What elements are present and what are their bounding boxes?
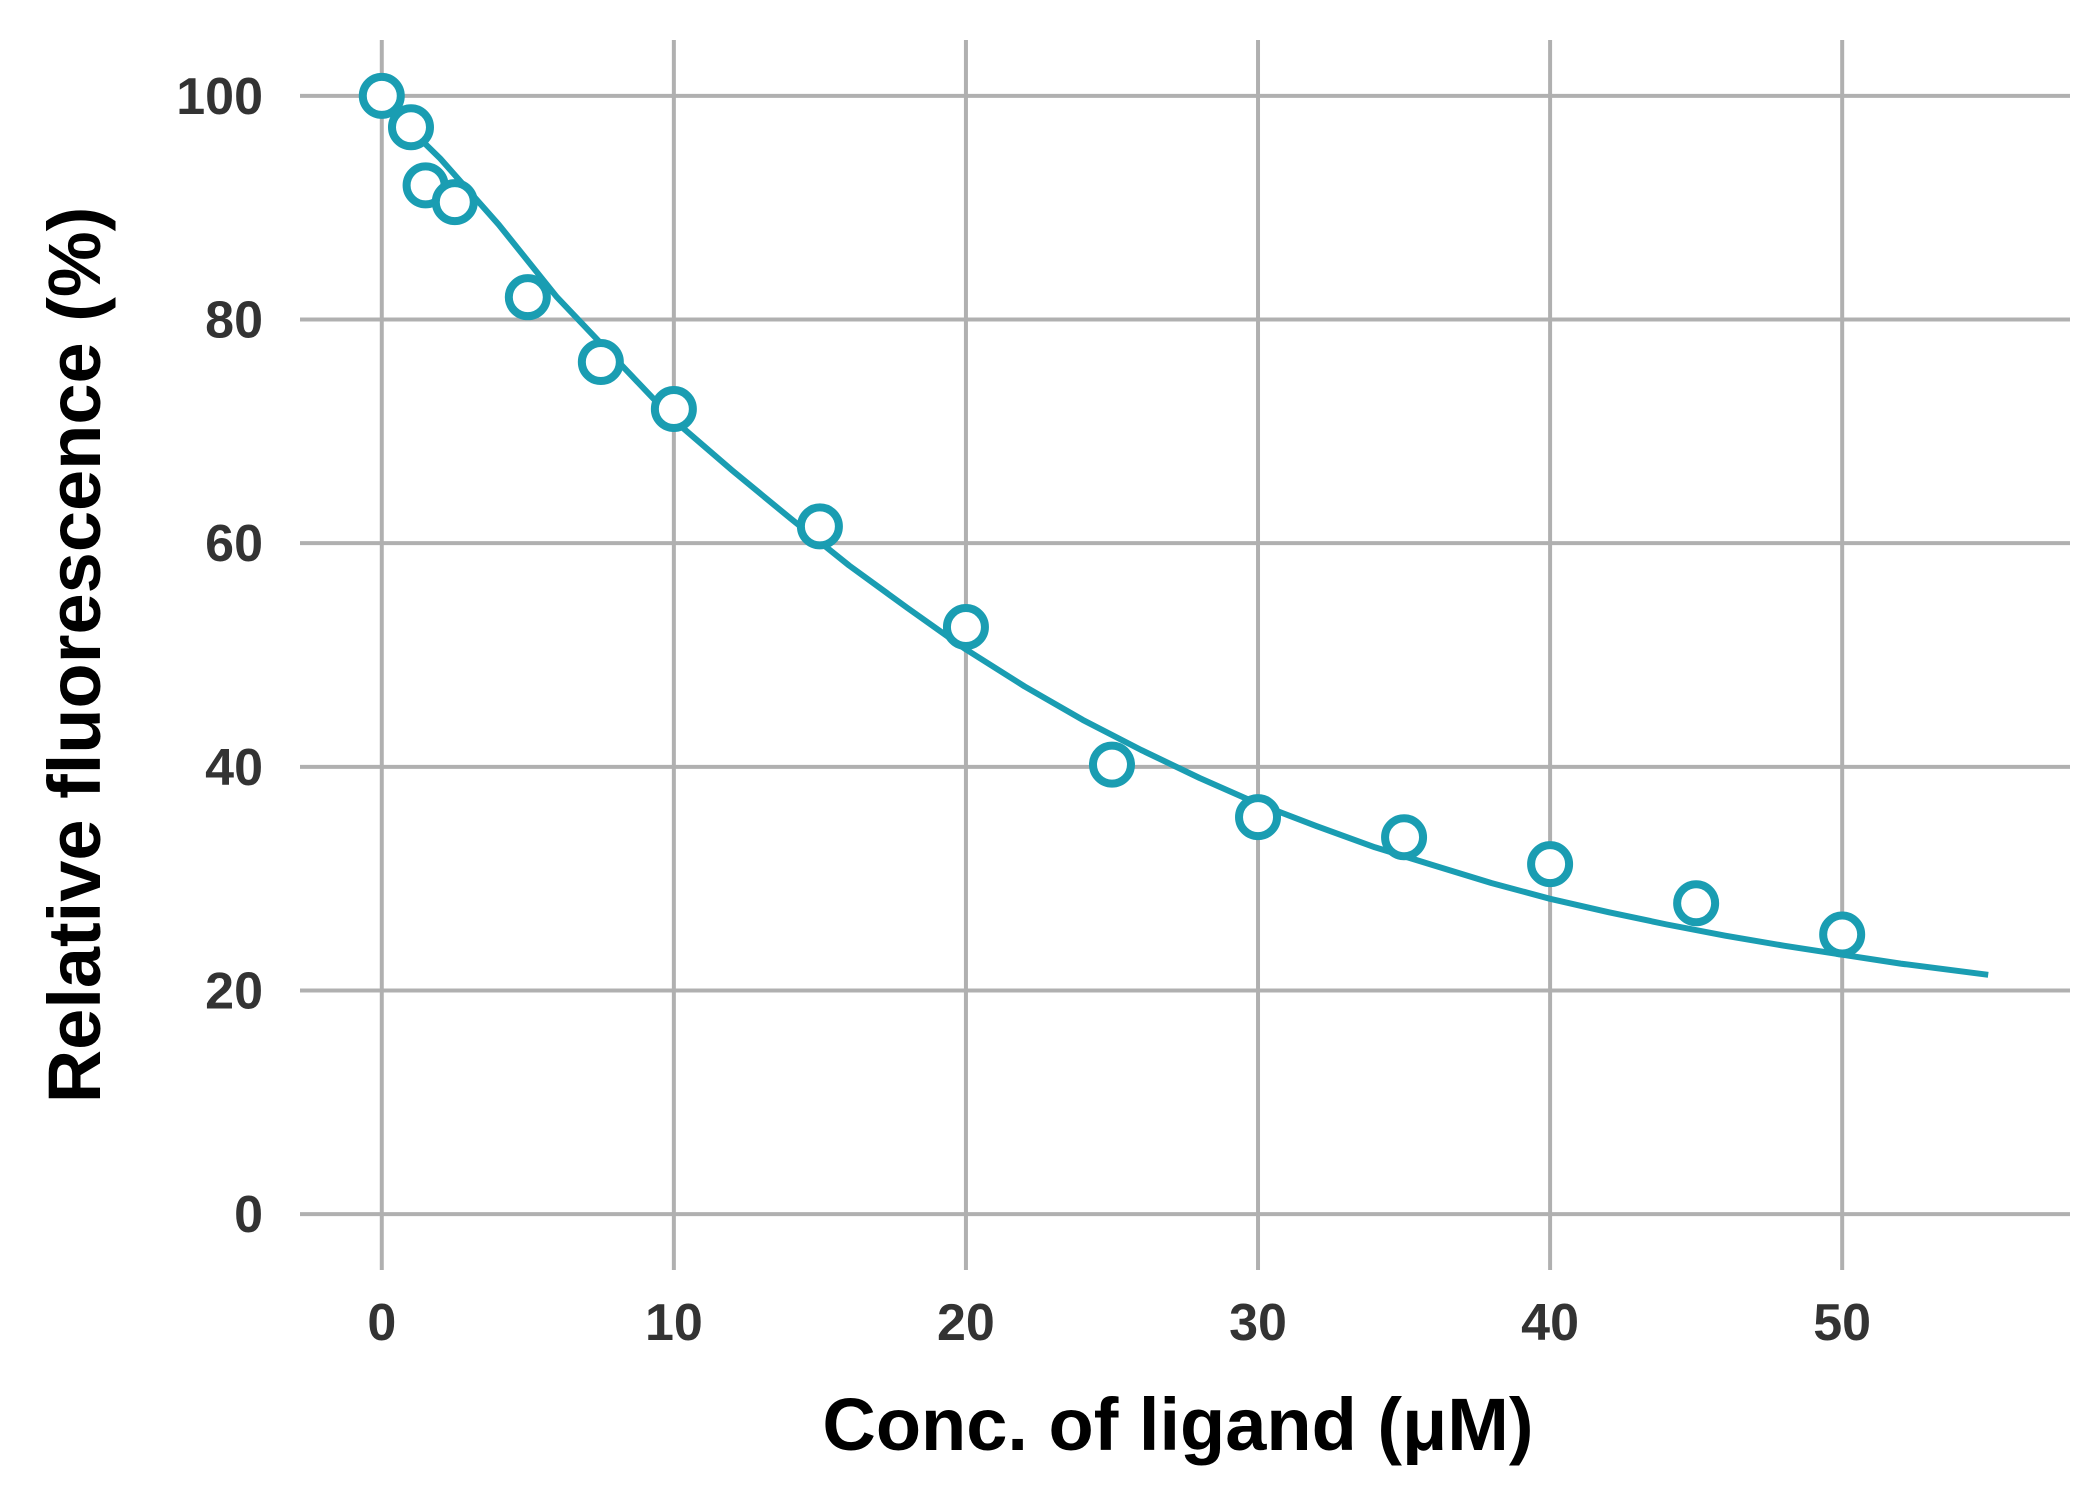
x-tick-label-10: 10 <box>645 1294 703 1352</box>
data-point-0 <box>358 72 405 119</box>
data-point-13 <box>1673 880 1720 927</box>
data-point-5 <box>577 339 624 386</box>
x-tick-label-30: 30 <box>1229 1294 1287 1352</box>
y-tick-label-80: 80 <box>205 292 263 350</box>
data-point-10 <box>1235 794 1282 841</box>
data-point-14 <box>1819 911 1866 958</box>
x-tick-label-40: 40 <box>1521 1294 1579 1352</box>
y-tick-label-60: 60 <box>205 515 263 573</box>
x-tick-label-0: 0 <box>367 1294 396 1352</box>
x-tick-label-50: 50 <box>1813 1294 1871 1352</box>
data-point-9 <box>1088 741 1135 788</box>
y-axis-title: Relative fluorescence (%) <box>33 207 116 1104</box>
data-point-6 <box>650 386 697 432</box>
y-tick-label-0: 0 <box>234 1186 263 1244</box>
x-axis-title: Conc. of ligand (μM) <box>822 1383 1533 1466</box>
y-tick-label-100: 100 <box>176 68 263 126</box>
grid <box>300 40 2070 1270</box>
x-tick-label-20: 20 <box>937 1294 995 1352</box>
y-tick-label-40: 40 <box>205 739 263 797</box>
data-point-11 <box>1381 814 1428 861</box>
data-point-3 <box>431 179 478 226</box>
data-point-1 <box>387 104 434 151</box>
data-point-12 <box>1527 841 1574 888</box>
data-point-8 <box>942 604 989 651</box>
fit-curve <box>379 99 1989 978</box>
data-point-7 <box>796 503 843 550</box>
data-point-4 <box>504 274 551 321</box>
fit-curve-group <box>379 99 1989 978</box>
tick-labels: 0 20 40 60 80 100 0 10 20 30 40 50 <box>176 68 1871 1352</box>
y-tick-label-20: 20 <box>205 962 263 1020</box>
data-points <box>358 72 1866 958</box>
